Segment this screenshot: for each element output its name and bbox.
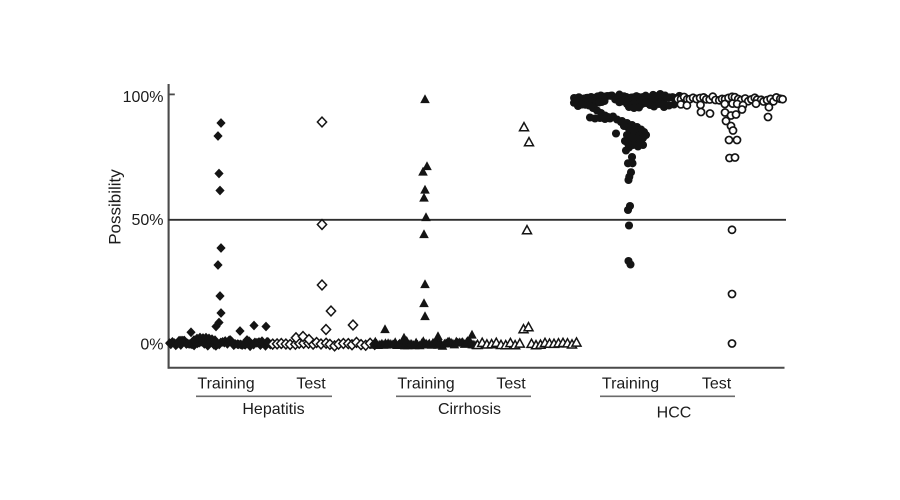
svg-text:Training: Training (197, 376, 254, 393)
svg-text:Possibility: Possibility (106, 169, 125, 245)
svg-text:HCC: HCC (657, 405, 692, 422)
svg-text:Test: Test (296, 376, 326, 393)
svg-text:50%: 50% (131, 212, 163, 229)
svg-text:Test: Test (496, 376, 526, 393)
svg-text:Hepatitis: Hepatitis (242, 401, 304, 418)
svg-text:100%: 100% (123, 89, 164, 106)
svg-text:Training: Training (602, 376, 659, 393)
svg-text:Cirrhosis: Cirrhosis (438, 401, 501, 418)
svg-text:Training: Training (397, 376, 454, 393)
svg-text:Test: Test (702, 376, 732, 393)
svg-text:0%: 0% (140, 336, 163, 353)
